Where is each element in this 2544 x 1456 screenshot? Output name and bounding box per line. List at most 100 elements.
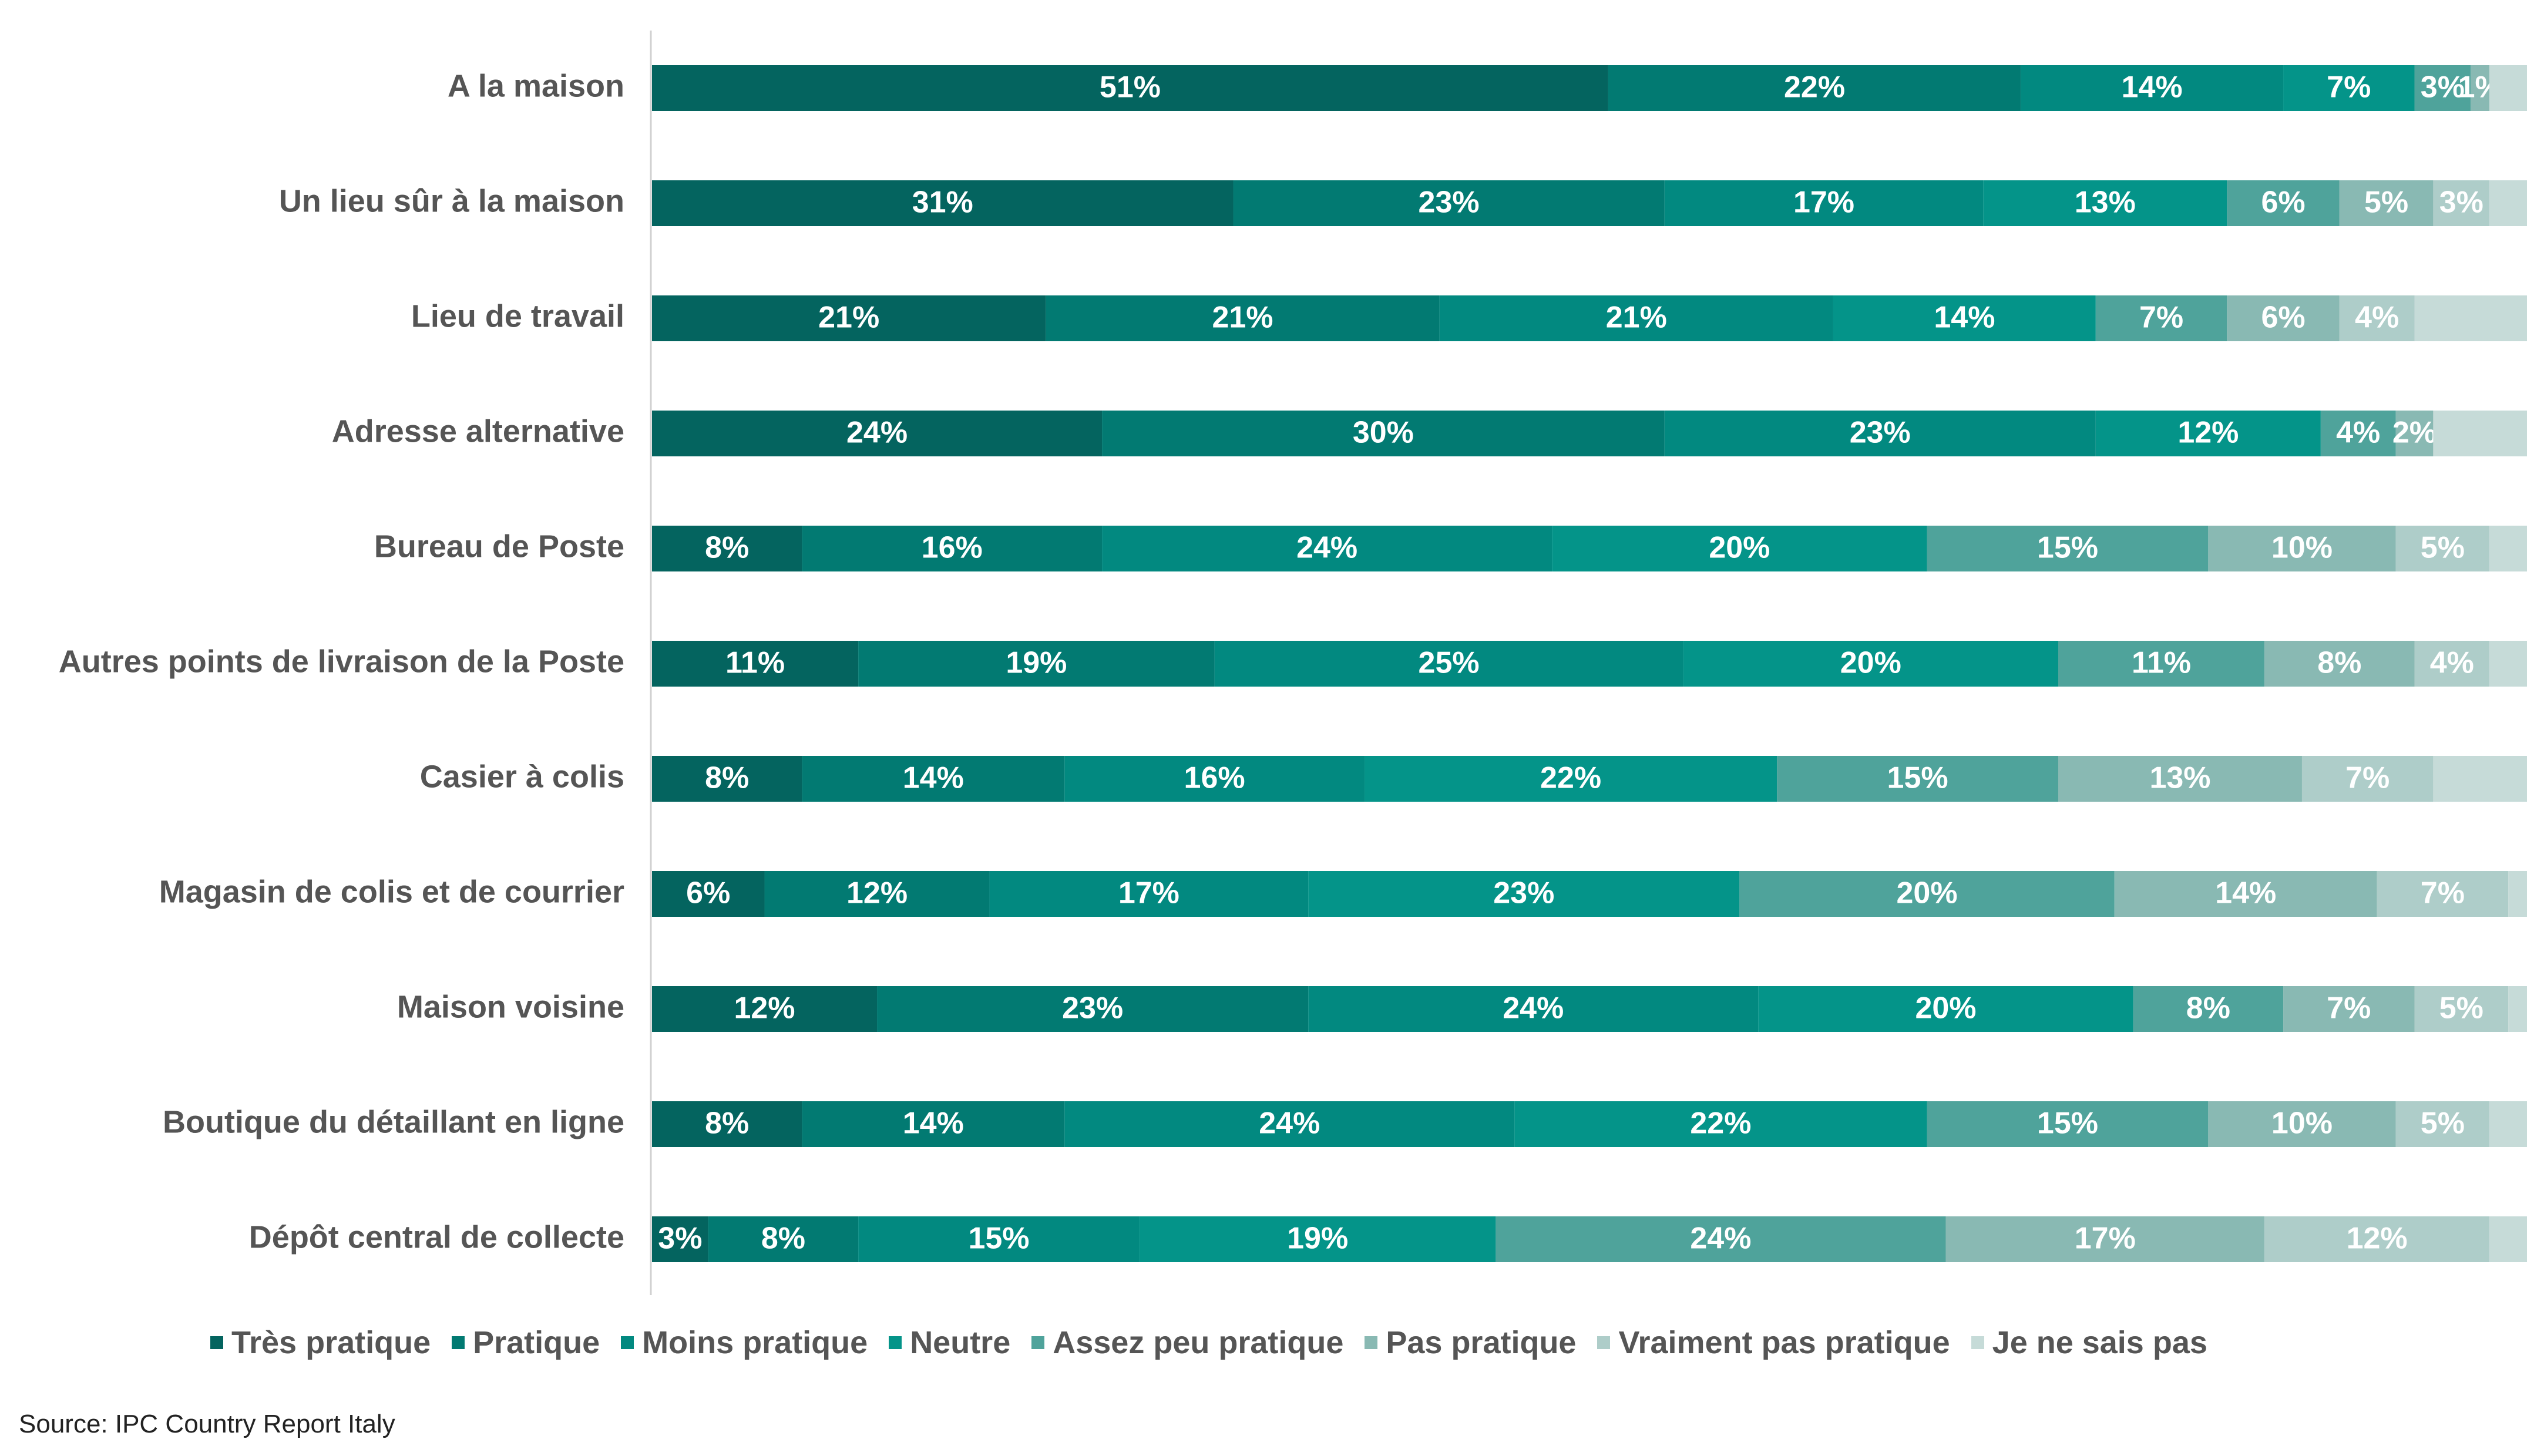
bar-segment [1496, 1216, 1946, 1262]
data-label: 10% [2271, 531, 2333, 565]
data-label: 6% [686, 876, 730, 910]
bar-segment [2114, 871, 2377, 917]
data-label: 8% [705, 1107, 749, 1141]
bar-segment [877, 986, 1309, 1032]
source-note: Source: IPC Country Report Italy [19, 1410, 395, 1438]
data-label: 16% [1184, 761, 1245, 795]
data-label: 6% [2261, 186, 2305, 220]
bar-segment [2227, 180, 2340, 226]
data-label: 7% [2421, 876, 2465, 910]
bar-segment [652, 65, 1608, 111]
bar-segment [652, 526, 802, 571]
data-label: 7% [2327, 70, 2371, 105]
legend-swatch [621, 1336, 634, 1349]
data-label: 11% [725, 646, 785, 680]
data-label: 6% [2261, 301, 2305, 335]
data-label: 13% [2075, 186, 2136, 220]
data-label: 5% [2439, 991, 2483, 1025]
data-label: 23% [1493, 876, 1554, 910]
bar-segment [2095, 411, 2321, 456]
data-label: 12% [846, 876, 908, 910]
data-label: 11% [2132, 646, 2191, 680]
bar-segment [1046, 295, 1440, 341]
data-label: 14% [2122, 70, 2183, 105]
bar-segment [1102, 526, 1552, 571]
data-label: 23% [1062, 991, 1123, 1025]
bar-segment [1552, 526, 1927, 571]
bar-segment [1777, 756, 2058, 802]
bar-segment [2414, 641, 2490, 687]
data-label: 14% [1934, 301, 1995, 335]
bar-segment [2208, 526, 2396, 571]
data-label: 5% [2364, 186, 2408, 220]
bar-segment [2433, 180, 2490, 226]
legend-swatch [210, 1336, 223, 1349]
category-label: Autres points de livraison de la Poste [59, 644, 624, 679]
legend-label: Pratique [473, 1325, 600, 1360]
legend-label: Très pratique [231, 1325, 431, 1360]
category-labels: A la maison Un lieu sûr à la maison Lieu d… [59, 68, 624, 1255]
legend-swatch [1597, 1336, 1611, 1349]
bar-segment [2489, 526, 2527, 571]
data-label: 21% [1606, 301, 1667, 335]
data-label: 15% [2037, 1107, 2098, 1141]
legend-label: Neutre [910, 1325, 1011, 1360]
legend-label: Assez peu pratique [1053, 1325, 1344, 1360]
bar-segment [652, 180, 1234, 226]
legend-item: Moins pratique [621, 1324, 868, 1361]
bar-segment [858, 1216, 1140, 1262]
bar-segment [1308, 986, 1759, 1032]
data-label: 15% [2037, 531, 2098, 565]
legend-item: Vraiment pas pratique [1597, 1324, 1950, 1361]
data-label: 5% [2421, 531, 2465, 565]
bar-segment [2414, 65, 2471, 111]
bar-segment [1364, 756, 1777, 802]
bar-segment [2301, 756, 2434, 802]
bar-segment [1064, 756, 1365, 802]
bar-segment [1664, 411, 2096, 456]
bar-segment [1102, 411, 1665, 456]
bar-segment [652, 871, 765, 917]
bar-segment [652, 641, 859, 687]
data-label: 19% [1287, 1222, 1348, 1256]
bar-segment [1064, 1101, 1515, 1147]
bar-segment [2395, 526, 2490, 571]
legend-swatch [1365, 1336, 1378, 1349]
bar-segment [802, 1101, 1065, 1147]
bar-segment [1758, 986, 2133, 1032]
legend-item: Je ne sais pas [1971, 1324, 2207, 1361]
data-label: 4% [2336, 416, 2380, 450]
bar-segment [802, 526, 1103, 571]
bar-segment [764, 871, 990, 917]
category-label: Magasin de colis et de courrier [159, 874, 624, 909]
data-label: 25% [1419, 646, 1480, 680]
bar-segment [2489, 1101, 2527, 1147]
data-label: 30% [1353, 416, 1414, 450]
bar-segment [652, 1216, 708, 1262]
bar-segment [1664, 180, 1984, 226]
bar-segment [2508, 986, 2527, 1032]
bar-segment [2433, 411, 2527, 456]
bar-segment [1608, 65, 2021, 111]
bar-segment [1514, 1101, 1927, 1147]
data-label: 22% [1540, 761, 1601, 795]
bar-segment [1308, 871, 1740, 917]
data-label: 22% [1690, 1107, 1751, 1141]
bar-segment [2058, 641, 2265, 687]
bar-segment [2021, 65, 2284, 111]
bar-segment [652, 295, 1046, 341]
bar-segment [2508, 871, 2527, 917]
bars: 51% 22% 14% 7% 3%1%31% 23% 17% 13% 6% 5% 3%21% 21% 2… [652, 65, 2527, 1262]
data-label: 3% [658, 1222, 702, 1256]
data-label: 7% [2139, 301, 2183, 335]
bar-segment [1439, 295, 1833, 341]
bar-segment [652, 756, 802, 802]
bar-segment [1927, 526, 2209, 571]
legend-label: Vraiment pas pratique [1618, 1325, 1950, 1360]
bar-segment [2414, 986, 2509, 1032]
bar-segment [2433, 756, 2527, 802]
bar-segment [652, 986, 878, 1032]
data-label: 8% [705, 761, 749, 795]
legend-swatch [1971, 1336, 1984, 1349]
data-label: 20% [1897, 876, 1958, 910]
